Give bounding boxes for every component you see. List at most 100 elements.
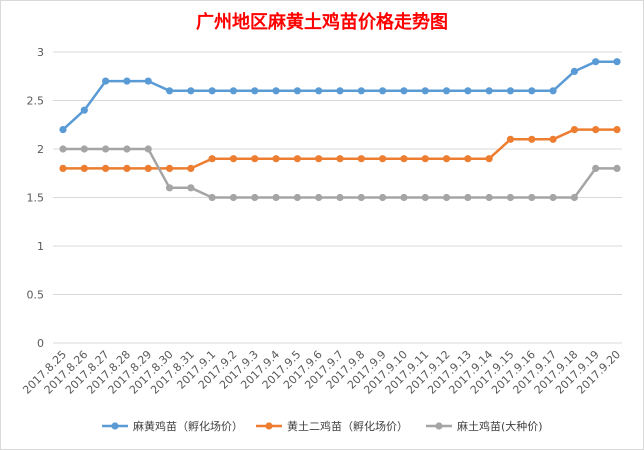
y-axis-ticks: 0 0.5 1 1.5 2 2.5 3	[27, 46, 45, 350]
x-axis-ticks: 2017.8.252017.8.262017.8.272017.8.282017…	[20, 348, 623, 397]
data-point	[485, 155, 493, 163]
data-point	[59, 145, 67, 153]
data-point	[165, 87, 174, 95]
data-point	[379, 87, 387, 95]
data-point	[187, 87, 195, 95]
data-point	[421, 193, 429, 202]
y-tick-label: 0	[37, 337, 44, 350]
data-point	[613, 58, 621, 66]
data-point	[187, 164, 195, 172]
data-point	[229, 87, 238, 95]
data-point	[613, 164, 621, 172]
data-point	[357, 155, 365, 163]
data-point	[208, 193, 216, 202]
data-point	[379, 193, 387, 202]
data-point	[293, 87, 301, 95]
series-2	[59, 126, 621, 172]
data-point	[357, 193, 365, 202]
data-point	[570, 126, 578, 134]
series-1	[59, 58, 621, 134]
legend-label: 黄土二鸡苗（孵化场价）	[287, 419, 408, 433]
data-point	[123, 164, 131, 172]
data-point	[549, 135, 557, 143]
data-point	[485, 87, 493, 95]
data-point	[144, 77, 152, 85]
data-point	[251, 155, 259, 163]
data-point	[613, 126, 621, 134]
y-tick-label: 1	[37, 240, 44, 253]
data-point	[464, 87, 472, 95]
y-tick-label: 1.5	[27, 192, 45, 205]
chart-title: 广州地区麻黄土鸡苗价格走势图	[196, 11, 448, 33]
data-point	[592, 164, 600, 172]
data-point	[336, 87, 344, 95]
data-point	[293, 193, 301, 202]
data-point	[570, 193, 578, 202]
data-point	[272, 87, 280, 95]
data-point	[442, 155, 451, 163]
data-point	[400, 155, 408, 163]
data-point	[549, 87, 557, 95]
data-point	[144, 164, 152, 172]
data-point	[357, 87, 365, 95]
data-point	[165, 184, 174, 192]
data-point	[592, 58, 600, 66]
data-point	[528, 87, 536, 95]
data-point	[315, 155, 323, 163]
data-point	[144, 145, 152, 153]
y-tick-label: 2	[37, 143, 44, 156]
data-point	[592, 126, 600, 134]
data-point	[379, 155, 387, 163]
data-point	[102, 77, 110, 85]
data-point	[165, 164, 174, 172]
data-point	[102, 164, 110, 172]
data-point	[272, 193, 280, 202]
data-point	[442, 193, 451, 202]
series-lines	[59, 58, 621, 202]
data-point	[400, 193, 408, 202]
legend-swatch-marker	[435, 422, 443, 430]
data-point	[506, 193, 515, 202]
data-point	[123, 145, 131, 153]
data-point	[187, 184, 195, 192]
data-point	[464, 155, 472, 163]
data-point	[293, 155, 301, 163]
data-point	[272, 155, 280, 163]
data-point	[59, 164, 67, 172]
data-point	[229, 193, 238, 202]
data-point	[229, 155, 238, 163]
legend: 麻黄鸡苗（孵化场价） 黄土二鸡苗（孵化场价） 麻土鸡苗(大种价)	[102, 419, 543, 433]
data-point	[59, 126, 67, 134]
data-point	[336, 155, 344, 163]
data-point	[315, 193, 323, 202]
data-point	[442, 87, 451, 95]
data-point	[208, 87, 216, 95]
data-point	[251, 87, 259, 95]
data-point	[80, 145, 88, 153]
data-point	[80, 106, 88, 114]
data-point	[123, 77, 131, 85]
series-3	[59, 145, 621, 202]
legend-swatch-marker	[265, 422, 273, 430]
data-point	[421, 155, 429, 163]
data-point	[570, 67, 578, 75]
data-point	[102, 145, 110, 153]
legend-label: 麻土鸡苗(大种价)	[457, 419, 543, 433]
legend-label: 麻黄鸡苗（孵化场价）	[133, 419, 243, 433]
y-tick-label: 3	[37, 46, 44, 59]
data-point	[464, 193, 472, 202]
data-point	[80, 164, 88, 172]
data-point	[506, 135, 515, 143]
data-point	[400, 87, 408, 95]
data-point	[528, 193, 536, 202]
legend-swatch-marker	[111, 422, 119, 430]
series-line	[62, 60, 617, 131]
data-point	[421, 87, 429, 95]
data-point	[485, 193, 493, 202]
y-tick-label: 0.5	[27, 289, 45, 302]
data-point	[336, 193, 344, 202]
data-point	[549, 193, 557, 202]
data-point	[506, 87, 515, 95]
